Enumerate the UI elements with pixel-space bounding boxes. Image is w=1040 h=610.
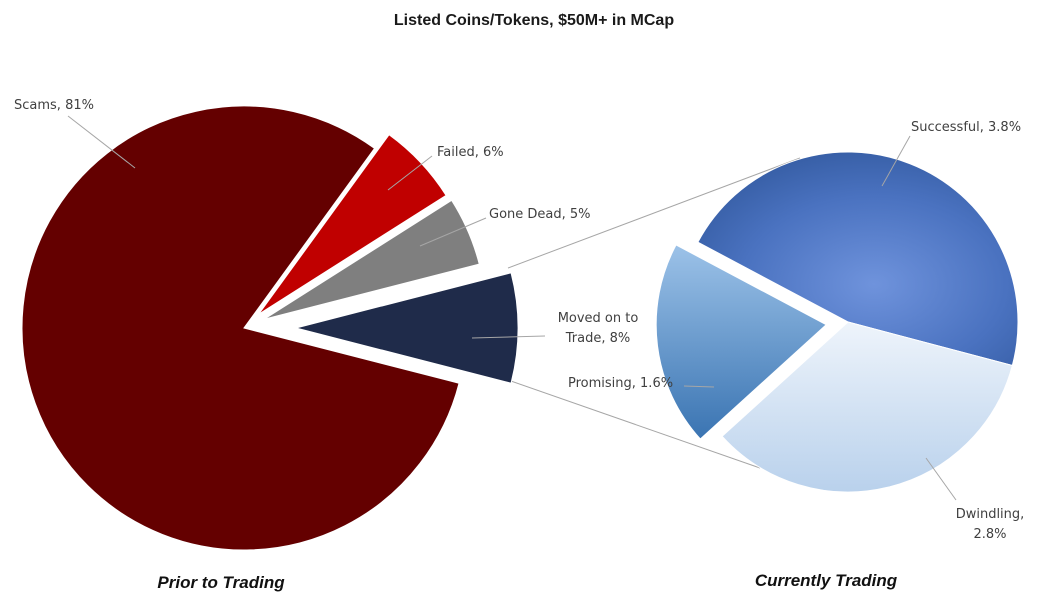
- data-label-promising: Promising, 1.6%: [568, 376, 673, 391]
- data-label-dwindling: Dwindling, 2.8%: [956, 507, 1025, 542]
- caption-prior-to-trading: Prior to Trading: [157, 573, 285, 592]
- leader-line-gone-dead: [419, 217, 487, 247]
- pie-slice-moved-on-to-trade: [295, 272, 519, 384]
- pie-slice-failed: [258, 134, 447, 315]
- data-label-successful: Successful, 3.8%: [911, 120, 1021, 135]
- connector-line-bottom: [507, 379, 761, 469]
- pie-slice-scams: [21, 105, 460, 551]
- data-label-gone-dead: Gone Dead, 5%: [489, 207, 591, 222]
- connector-lines: [507, 157, 801, 469]
- pie-currently-trading: [655, 151, 1019, 493]
- caption-currently-trading: Currently Trading: [755, 571, 898, 590]
- pie-slice-promising: [655, 244, 828, 440]
- pie-prior-to-trading: [21, 105, 519, 551]
- leader-line-promising: [683, 385, 715, 388]
- pie-slice-gone-dead: [263, 199, 480, 320]
- leader-line-failed: [387, 155, 433, 191]
- pie-slice-dwindling: [721, 321, 1013, 493]
- leader-line-dwindling: [925, 457, 957, 501]
- data-label-scams: Scams, 81%: [14, 98, 94, 113]
- leader-line-successful: [881, 135, 911, 187]
- leader-line-moved-on-to-trade: [471, 335, 546, 339]
- data-labels: Scams, 81% Failed, 6% Gone Dead, 5% Moved o…: [14, 98, 1024, 542]
- leader-line-scams: [67, 115, 136, 169]
- data-label-failed: Failed, 6%: [437, 145, 504, 160]
- chart-title: Listed Coins/Tokens, $50M+ in MCap: [394, 12, 674, 29]
- connector-line-top: [507, 157, 801, 269]
- data-label-moved-on-to-trade: Moved on to Trade, 8%: [558, 311, 639, 346]
- pie-slice-successful: [697, 151, 1019, 367]
